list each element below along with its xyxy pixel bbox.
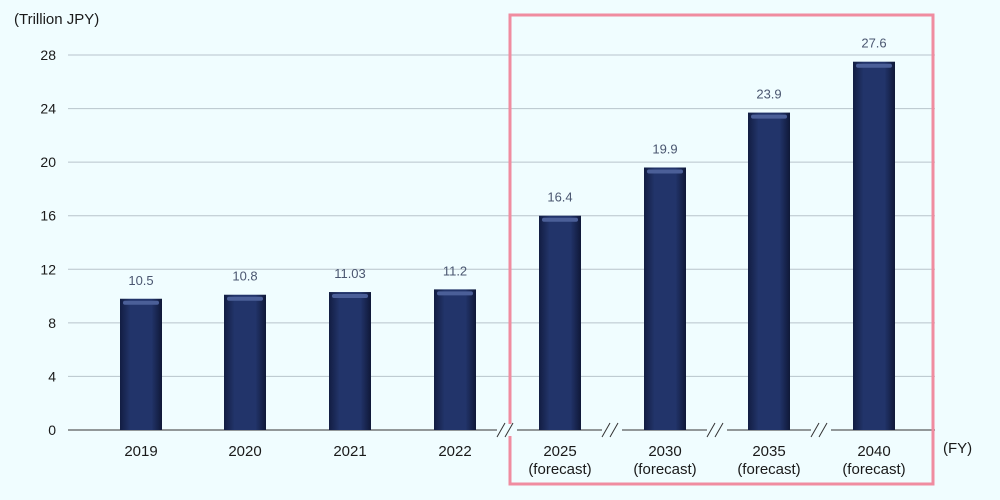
- bar-top-highlight: [542, 217, 578, 222]
- forecast-highlight-box: [508, 13, 935, 486]
- data-label: 19.9: [652, 142, 677, 157]
- x-tick-label: (forecast): [528, 461, 591, 478]
- data-label: 27.6: [861, 36, 886, 51]
- y-tick-label: 0: [48, 422, 56, 438]
- x-tick-label: 2035: [752, 443, 785, 460]
- y-tick-label: 24: [40, 101, 56, 117]
- bar: [329, 292, 371, 430]
- x-tick-label: 2020: [228, 443, 261, 460]
- bar-body: [539, 215, 581, 430]
- bar-body: [329, 292, 371, 430]
- axis-break-marks: [496, 422, 831, 438]
- x-tick-label: 2030: [648, 443, 681, 460]
- bar: [224, 294, 266, 430]
- bar: [748, 112, 790, 430]
- bar: [539, 215, 581, 430]
- bar-top-highlight: [647, 169, 683, 174]
- axis-break-mark: [706, 422, 727, 438]
- bar: [434, 289, 476, 430]
- axis-break-mark: [601, 422, 622, 438]
- bar-body: [644, 167, 686, 430]
- bar-top-highlight: [123, 300, 159, 305]
- x-tick-label: (forecast): [633, 461, 696, 478]
- y-tick-label: 12: [40, 261, 56, 277]
- bar-top-highlight: [751, 114, 787, 119]
- bar-top-highlight: [437, 291, 473, 296]
- y-tick-label: 8: [48, 315, 56, 331]
- x-tick-label: 2040: [857, 443, 890, 460]
- bar-top-highlight: [856, 63, 892, 68]
- bar-body: [748, 112, 790, 430]
- bar-top-highlight: [332, 294, 368, 299]
- y-axis-ticks: 0 4 8 12 16 20 24 28: [40, 47, 56, 438]
- bar-top-highlight: [227, 296, 263, 301]
- y-tick-label: 28: [40, 47, 56, 63]
- y-tick-label: 4: [48, 368, 56, 384]
- x-tick-label: 2019: [124, 443, 157, 460]
- data-label: 11.03: [334, 266, 366, 281]
- bar-body: [434, 289, 476, 430]
- x-tick-label: (forecast): [842, 461, 905, 478]
- bar-body: [224, 294, 266, 430]
- x-tick-label: 2022: [438, 443, 471, 460]
- x-tick-label: (forecast): [737, 461, 800, 478]
- data-label: 11.2: [443, 263, 467, 278]
- data-label: 23.9: [756, 87, 781, 102]
- axis-break-mark: [810, 422, 831, 438]
- data-label: 10.8: [232, 269, 257, 284]
- data-label: 10.5: [128, 273, 153, 288]
- x-axis-unit-label: (FY): [943, 440, 972, 457]
- bar-body: [120, 298, 162, 430]
- bar-body: [853, 61, 895, 430]
- data-label: 16.4: [547, 190, 572, 205]
- gridlines: [68, 54, 935, 377]
- y-axis-unit-label: (Trillion JPY): [14, 11, 99, 28]
- data-labels: 10.5 10.8 11.03 11.2 16.4 19.9 23.9 27.6: [128, 36, 886, 288]
- y-tick-label: 16: [40, 208, 56, 224]
- x-axis-labels: 2019 2020 2021 2022 2025(forecast)2030(forec…: [124, 443, 905, 478]
- x-tick-label: 2025: [543, 443, 576, 460]
- y-tick-label: 20: [40, 154, 56, 170]
- axis-break-mark: [496, 422, 517, 438]
- bar: [853, 61, 895, 430]
- bars: [120, 61, 895, 430]
- bar: [644, 167, 686, 430]
- bar: [120, 298, 162, 430]
- x-tick-label: 2021: [333, 443, 366, 460]
